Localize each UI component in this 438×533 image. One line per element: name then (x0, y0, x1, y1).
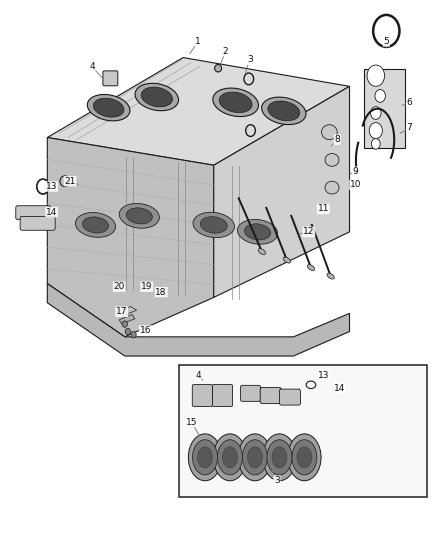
Ellipse shape (87, 94, 130, 121)
Polygon shape (47, 58, 350, 165)
FancyBboxPatch shape (20, 216, 55, 230)
Ellipse shape (193, 440, 217, 475)
Ellipse shape (268, 101, 300, 121)
Text: 3: 3 (274, 477, 280, 485)
Text: 5: 5 (383, 37, 389, 46)
Ellipse shape (288, 434, 321, 481)
Ellipse shape (297, 447, 312, 468)
Text: 17: 17 (116, 308, 127, 316)
Text: 4: 4 (195, 372, 201, 380)
Text: 2: 2 (223, 47, 228, 55)
Ellipse shape (193, 212, 234, 238)
Ellipse shape (188, 434, 222, 481)
FancyBboxPatch shape (192, 385, 212, 406)
Text: 14: 14 (334, 384, 345, 392)
Ellipse shape (213, 88, 258, 117)
Ellipse shape (247, 447, 262, 468)
FancyBboxPatch shape (240, 385, 261, 401)
Ellipse shape (215, 64, 222, 72)
Ellipse shape (217, 440, 243, 475)
Ellipse shape (200, 217, 227, 233)
Ellipse shape (307, 264, 314, 271)
Text: 11: 11 (318, 205, 329, 213)
Text: 1: 1 (195, 37, 201, 46)
Ellipse shape (60, 176, 70, 187)
Text: 13: 13 (318, 372, 329, 380)
Circle shape (369, 123, 382, 139)
FancyBboxPatch shape (260, 387, 281, 403)
Ellipse shape (292, 440, 317, 475)
Text: 21: 21 (64, 177, 76, 185)
Ellipse shape (126, 208, 152, 224)
FancyBboxPatch shape (212, 385, 233, 406)
Circle shape (367, 65, 385, 86)
Circle shape (125, 328, 131, 335)
Ellipse shape (321, 125, 337, 140)
Polygon shape (364, 69, 405, 148)
Ellipse shape (258, 248, 265, 255)
Ellipse shape (75, 213, 116, 237)
Text: 19: 19 (141, 282, 152, 291)
Ellipse shape (223, 447, 237, 468)
Ellipse shape (93, 98, 124, 117)
Ellipse shape (261, 97, 306, 125)
FancyBboxPatch shape (103, 71, 118, 86)
Ellipse shape (237, 220, 278, 244)
Ellipse shape (141, 87, 173, 107)
Ellipse shape (243, 440, 267, 475)
Circle shape (375, 90, 385, 102)
Ellipse shape (219, 92, 252, 112)
Text: 8: 8 (334, 135, 340, 144)
Text: 10: 10 (350, 181, 361, 189)
Text: 9: 9 (353, 167, 359, 176)
Ellipse shape (327, 273, 334, 279)
Polygon shape (119, 314, 135, 324)
Ellipse shape (119, 204, 159, 228)
Polygon shape (47, 138, 214, 337)
Circle shape (122, 321, 127, 327)
Text: 3: 3 (247, 55, 253, 64)
Ellipse shape (198, 447, 212, 468)
FancyBboxPatch shape (279, 389, 300, 405)
Polygon shape (117, 306, 137, 316)
Text: 4: 4 (89, 62, 95, 71)
Ellipse shape (325, 181, 339, 194)
Text: 12: 12 (303, 228, 314, 236)
Ellipse shape (244, 224, 271, 240)
Text: 13: 13 (46, 182, 57, 191)
Ellipse shape (213, 434, 247, 481)
Ellipse shape (283, 257, 290, 263)
Text: 7: 7 (406, 124, 413, 132)
Ellipse shape (82, 217, 109, 233)
FancyBboxPatch shape (179, 365, 427, 497)
Ellipse shape (272, 447, 287, 468)
Text: 15: 15 (186, 418, 198, 426)
Ellipse shape (325, 154, 339, 166)
Polygon shape (47, 284, 350, 356)
Ellipse shape (238, 434, 272, 481)
FancyBboxPatch shape (16, 206, 51, 220)
Ellipse shape (135, 83, 179, 111)
Circle shape (131, 332, 136, 338)
Ellipse shape (263, 434, 296, 481)
Text: 16: 16 (140, 326, 151, 335)
Text: 20: 20 (113, 282, 125, 291)
Text: 6: 6 (406, 98, 413, 107)
Polygon shape (214, 86, 350, 297)
Circle shape (371, 139, 380, 149)
Circle shape (371, 107, 381, 119)
Text: 14: 14 (46, 208, 57, 216)
Ellipse shape (267, 440, 292, 475)
Text: 18: 18 (155, 288, 167, 296)
